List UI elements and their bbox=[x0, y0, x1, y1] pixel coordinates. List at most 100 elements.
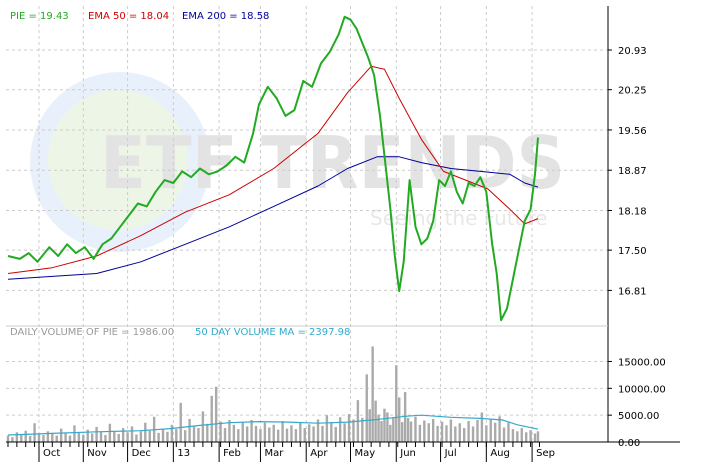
volume-bar bbox=[272, 424, 275, 442]
volume-bar bbox=[82, 435, 85, 442]
legend-ema50: EMA 50 = 18.04 bbox=[88, 11, 169, 22]
volume-bar bbox=[24, 430, 27, 442]
x-tick-label: Aug bbox=[490, 448, 510, 459]
volume-bar bbox=[250, 419, 253, 442]
volume-bar bbox=[524, 432, 528, 442]
volume-bar bbox=[343, 423, 346, 442]
x-tick-label: Mar bbox=[264, 448, 284, 459]
volume-bar bbox=[28, 436, 32, 442]
legend-pie: PIE = 19.43 bbox=[10, 11, 69, 22]
volume-bar bbox=[148, 430, 151, 442]
legend-ema200: EMA 200 = 18.58 bbox=[182, 11, 269, 22]
volume-bar bbox=[371, 346, 374, 442]
volume-bar bbox=[536, 431, 540, 442]
volume-bar bbox=[330, 422, 333, 442]
volume-bar bbox=[86, 429, 89, 442]
volume-bar bbox=[232, 424, 236, 442]
volume-tick-label: 5000.00 bbox=[618, 411, 659, 422]
volume-bar bbox=[64, 433, 67, 442]
x-tick-label: Jul bbox=[444, 448, 457, 459]
volume-bar bbox=[440, 421, 444, 442]
volume-bar bbox=[458, 423, 461, 442]
volume-bar bbox=[42, 435, 45, 442]
volume-tick-label: 15000.00 bbox=[618, 357, 666, 368]
volume-bar bbox=[445, 425, 448, 442]
volume-bar bbox=[334, 426, 337, 442]
volume-bar bbox=[325, 415, 329, 442]
volume-bar bbox=[104, 435, 107, 442]
volume-bar bbox=[170, 424, 174, 442]
volume-bar bbox=[502, 427, 506, 442]
volume-bar bbox=[454, 426, 457, 442]
volume-bar bbox=[427, 423, 430, 442]
volume-bar bbox=[121, 428, 125, 442]
watermark-brand: ETF TRENDS bbox=[100, 121, 565, 205]
volume-bar bbox=[68, 435, 72, 442]
volume-bar bbox=[37, 433, 41, 442]
volume-bar bbox=[99, 431, 103, 442]
x-tick-label: Apr bbox=[310, 448, 328, 459]
volume-bar bbox=[386, 412, 389, 442]
volume-bar bbox=[374, 400, 377, 442]
volume-bar bbox=[294, 429, 298, 442]
volume-bar bbox=[228, 419, 231, 442]
volume-bar bbox=[511, 429, 515, 442]
volume-bar bbox=[126, 432, 129, 442]
volume-bar bbox=[223, 428, 227, 442]
volume-bar bbox=[188, 418, 191, 442]
volume-bars bbox=[6, 346, 540, 442]
y-tick-labels: 20.93 20.25 19.56 18.87 18.18 17.50 16.81 15000… bbox=[618, 46, 666, 449]
legend-volume-ma: 50 DAY VOLUME MA = 2397.98 bbox=[195, 327, 350, 338]
x-tick-label: Nov bbox=[87, 448, 107, 459]
volume-bar bbox=[316, 419, 320, 442]
x-tick-labels: Oct Nov Dec 13 Feb Mar Apr May Jun Jul Aug Sep bbox=[43, 448, 555, 459]
volume-bar bbox=[462, 428, 466, 442]
volume-bar bbox=[259, 429, 262, 442]
volume-bar bbox=[268, 427, 271, 442]
volume-bar bbox=[321, 425, 324, 442]
volume-bar bbox=[254, 425, 258, 442]
volume-bar bbox=[377, 414, 380, 442]
volume-bar bbox=[90, 433, 94, 442]
volume-bar bbox=[285, 428, 289, 442]
volume-bar bbox=[406, 417, 410, 442]
volume-bar bbox=[485, 425, 488, 442]
volume-bar bbox=[436, 425, 439, 442]
x-tick-label: Sep bbox=[536, 448, 555, 459]
volume-bar bbox=[392, 417, 395, 442]
volume-bar bbox=[312, 426, 315, 442]
x-tick-label: Dec bbox=[132, 448, 151, 459]
volume-bar bbox=[166, 431, 169, 442]
volume-bar bbox=[520, 428, 523, 442]
volume-bar bbox=[380, 421, 383, 442]
volume-bar bbox=[498, 416, 501, 442]
volume-bar bbox=[201, 411, 205, 442]
volume-bar bbox=[276, 429, 280, 442]
volume-bar bbox=[368, 409, 371, 442]
volume-bar bbox=[299, 422, 302, 442]
volume-bar bbox=[290, 425, 293, 442]
volume-bar bbox=[77, 432, 81, 442]
line-layer bbox=[7, 15, 539, 436]
x-tick-label: Oct bbox=[43, 448, 60, 459]
volume-bar bbox=[400, 422, 404, 442]
volume-bar bbox=[480, 412, 484, 442]
volume-bar bbox=[192, 425, 196, 442]
volume-bar bbox=[33, 423, 36, 442]
volume-bar bbox=[139, 431, 143, 442]
volume-bar bbox=[130, 426, 134, 442]
volume-bar bbox=[46, 431, 50, 442]
volume-bar bbox=[73, 425, 76, 442]
ema200-line bbox=[7, 156, 539, 280]
volume-bar bbox=[489, 418, 492, 442]
volume-bar bbox=[113, 431, 116, 442]
volume-bar bbox=[157, 432, 160, 442]
volume-bar bbox=[281, 421, 284, 442]
volume-bar bbox=[395, 365, 398, 442]
volume-bar bbox=[108, 423, 112, 442]
volume-bar bbox=[476, 419, 479, 442]
volume-bar bbox=[361, 417, 364, 442]
volume-tick-label: 10000.00 bbox=[618, 384, 666, 395]
